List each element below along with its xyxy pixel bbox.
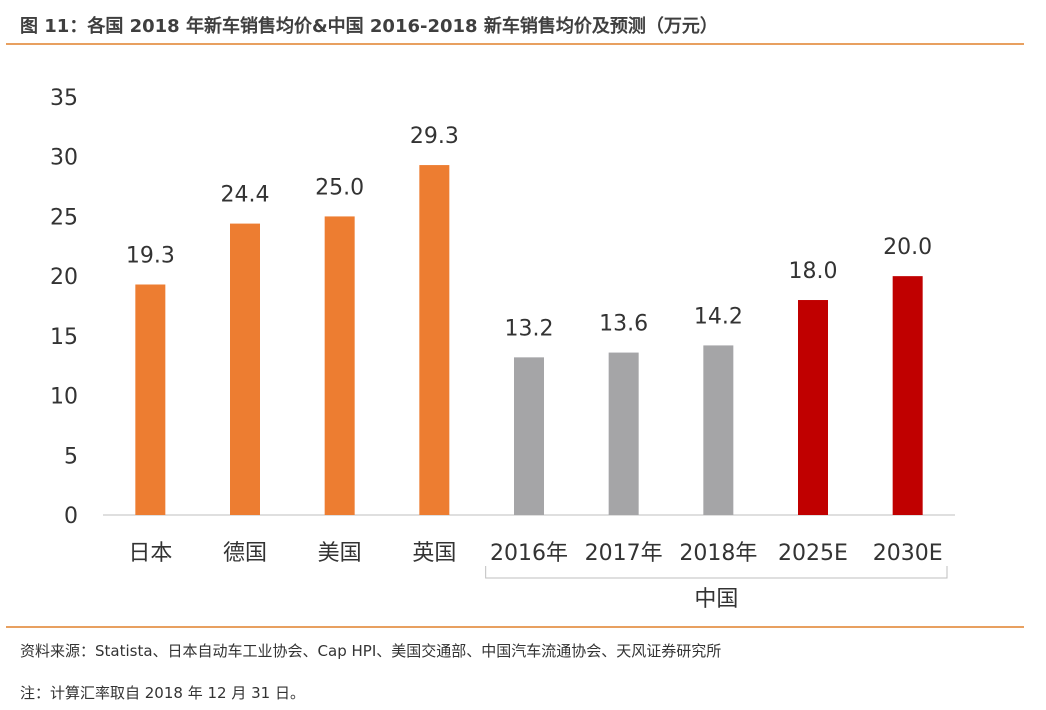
y-tick-label: 20 [50,265,78,290]
y-tick-label: 30 [50,146,78,171]
data-label: 19.3 [126,244,175,269]
figure-title: 图 11：各国 2018 年新车销售均价&中国 2016-2018 新车销售均价… [20,16,718,37]
bar [324,216,355,515]
group-bracket [485,566,948,579]
y-tick-label: 5 [64,444,78,469]
x-tick-label: 英国 [412,541,456,566]
y-tick-label: 0 [64,504,78,529]
data-label: 20.0 [883,235,932,260]
y-tick-label: 25 [50,205,78,230]
data-label: 13.6 [599,312,648,337]
footer-divider [6,626,1024,628]
title-divider [6,43,1024,45]
data-label: 18.0 [789,259,838,284]
bar [608,352,639,515]
data-label: 29.3 [410,124,459,149]
note-text: 注：计算汇率取自 2018 年 12 月 31 日。 [20,684,305,702]
x-tick-label: 2018年 [679,541,757,566]
source-text: 资料来源：Statista、日本自动车工业协会、Cap HPI、美国交通部、中国… [20,642,722,660]
y-tick-label: 35 [50,86,78,111]
bar [135,284,166,515]
bar-chart: 0 5 10 15 20 25 30 35 19.3 日本 24.4 德国 25.0 美国 29.3 英国 13… [50,86,955,612]
x-tick-label: 2017年 [585,541,663,566]
x-tick-label: 美国 [318,541,362,566]
data-label: 24.4 [221,183,270,208]
bar [703,345,734,515]
x-tick-label: 2016年 [490,541,568,566]
x-tick-label: 2025E [778,541,848,566]
data-label: 14.2 [694,304,743,329]
bar [419,165,450,515]
x-tick-label: 德国 [223,541,267,566]
bar [230,223,260,515]
y-tick-label: 15 [50,325,78,350]
group-label: 中国 [694,587,738,612]
x-tick-label: 2030E [873,541,943,566]
data-label: 25.0 [315,175,364,200]
y-tick-label: 10 [50,385,78,410]
bar [892,276,923,515]
x-tick-label: 日本 [128,541,172,566]
bar [514,357,544,515]
bar [798,300,828,515]
data-label: 13.2 [505,316,554,341]
